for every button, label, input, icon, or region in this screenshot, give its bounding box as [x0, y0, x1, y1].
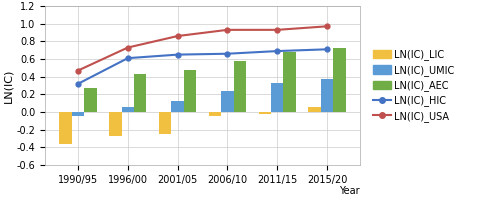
Bar — [184, 70, 196, 112]
Bar — [321, 79, 333, 112]
Legend: LN(IC)_LIC, LN(IC)_UMIC, LN(IC)_AEC, LN(IC)_HIC, LN(IC)_USA: LN(IC)_LIC, LN(IC)_UMIC, LN(IC)_AEC, LN(… — [371, 48, 456, 124]
Bar — [109, 112, 122, 136]
Bar — [122, 107, 134, 112]
X-axis label: Year: Year — [340, 186, 360, 196]
Bar — [60, 112, 72, 144]
Bar — [172, 101, 184, 112]
Bar — [221, 91, 234, 112]
Bar — [271, 83, 283, 112]
Bar — [208, 112, 221, 116]
Y-axis label: LN(IC): LN(IC) — [4, 68, 14, 103]
Bar — [72, 112, 84, 116]
Bar — [284, 52, 296, 112]
Bar — [159, 112, 172, 134]
Bar — [84, 88, 96, 112]
Bar — [134, 74, 146, 112]
Bar — [308, 107, 321, 112]
Bar — [258, 112, 271, 114]
Bar — [333, 48, 345, 112]
Bar — [234, 61, 246, 112]
